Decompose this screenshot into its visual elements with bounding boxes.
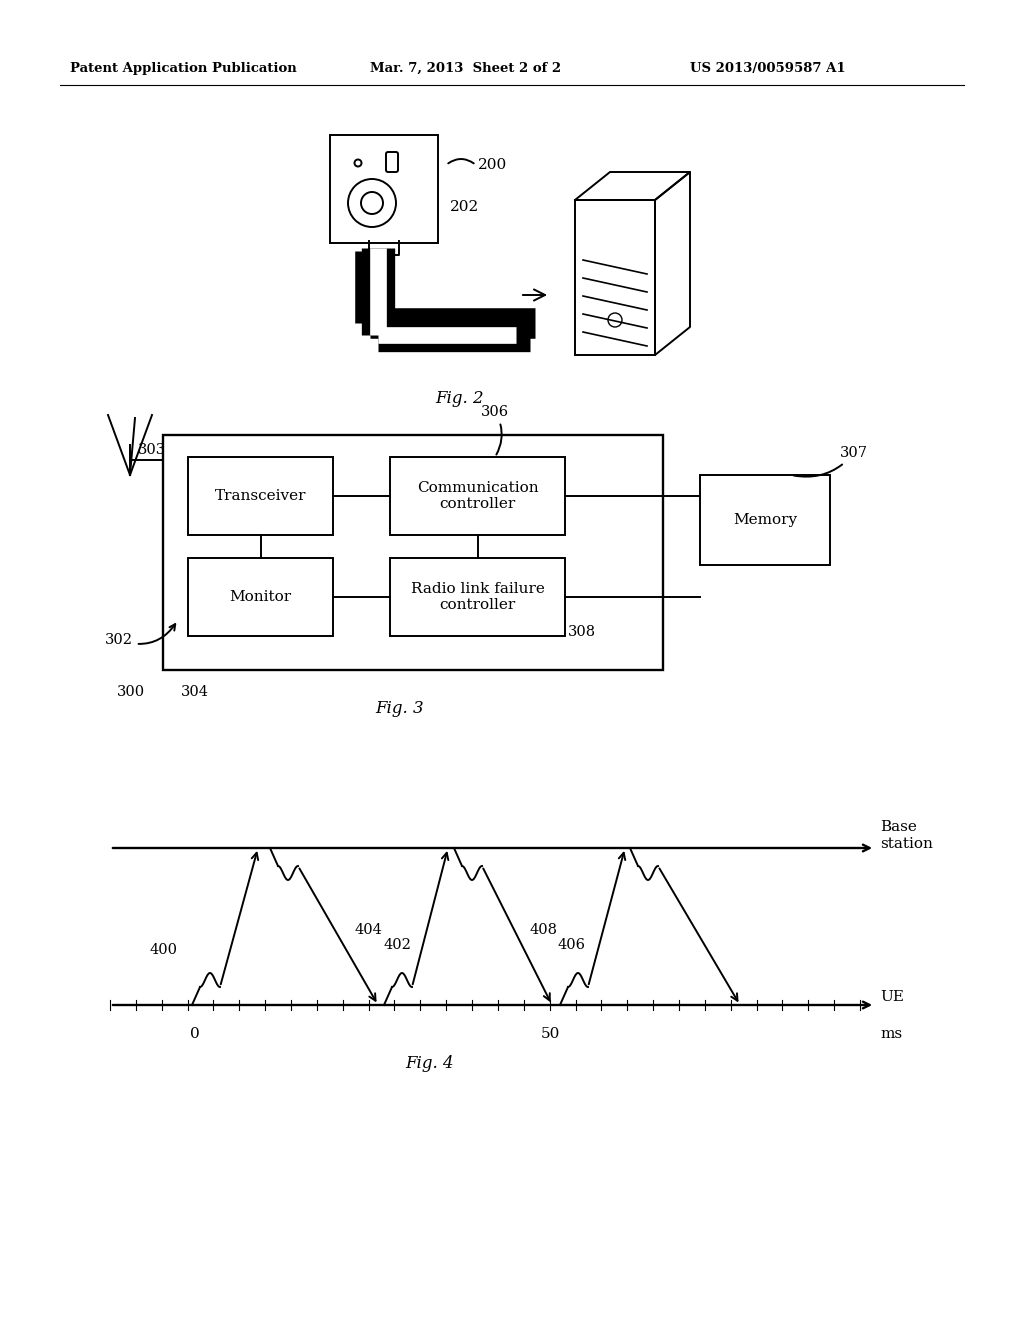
Text: 404: 404	[354, 923, 382, 937]
Text: 302: 302	[105, 624, 175, 647]
Bar	[163, 436, 663, 671]
Bar	[700, 475, 830, 565]
Bar	[188, 457, 333, 535]
Text: Patent Application Publication: Patent Application Publication	[70, 62, 297, 75]
Text: 306: 306	[481, 405, 509, 454]
Text: Fig. 2: Fig. 2	[435, 389, 484, 407]
Text: 308: 308	[568, 624, 596, 639]
Text: 402: 402	[383, 939, 411, 952]
Text: 304: 304	[181, 685, 209, 700]
Text: 303: 303	[138, 444, 166, 457]
Text: 50: 50	[541, 1027, 560, 1041]
Text: Mar. 7, 2013  Sheet 2 of 2: Mar. 7, 2013 Sheet 2 of 2	[370, 62, 561, 75]
Text: 0: 0	[190, 1027, 200, 1041]
Text: 406: 406	[558, 939, 586, 952]
Bar	[390, 457, 565, 535]
Text: Base
station: Base station	[880, 820, 933, 851]
Text: Memory: Memory	[733, 513, 797, 527]
Text: Fig. 4: Fig. 4	[406, 1055, 455, 1072]
Text: Communication
controller: Communication controller	[417, 480, 539, 511]
Text: 200: 200	[478, 158, 507, 172]
Bar	[330, 135, 438, 243]
Text: UE: UE	[880, 990, 904, 1005]
Text: Monitor: Monitor	[229, 590, 292, 605]
Text: Transceiver: Transceiver	[215, 488, 306, 503]
Bar	[390, 558, 565, 636]
Text: Fig. 3: Fig. 3	[376, 700, 424, 717]
Text: Radio link failure
controller: Radio link failure controller	[411, 582, 545, 612]
Text: 408: 408	[530, 923, 558, 937]
Text: US 2013/0059587 A1: US 2013/0059587 A1	[690, 62, 846, 75]
Text: 300: 300	[117, 685, 145, 700]
Bar	[188, 558, 333, 636]
Text: 307: 307	[794, 446, 868, 477]
Text: 202: 202	[450, 201, 479, 214]
Text: ms: ms	[880, 1027, 902, 1041]
Bar	[575, 201, 655, 355]
Text: 400: 400	[150, 942, 178, 957]
